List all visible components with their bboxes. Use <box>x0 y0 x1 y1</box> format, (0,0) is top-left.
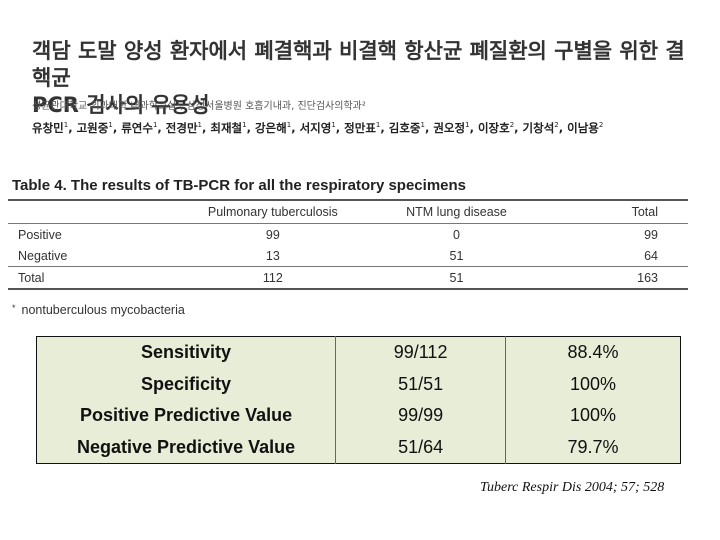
stat-fraction: 51/51 <box>335 368 507 400</box>
author-name: 유창민 <box>32 121 64 135</box>
paper-title: 객담 도말 양성 환자에서 폐결핵과 비결핵 항산균 폐질환의 구별을 위한 결… <box>32 38 702 119</box>
stats-row: Specificity 51/51 100% <box>36 368 681 400</box>
stat-fraction: 99/99 <box>335 399 507 432</box>
footnote-text: nontuberculous mycobacteria <box>21 303 185 317</box>
table-row: Total 112 51 163 <box>8 266 688 289</box>
column-header: Pulmonary tuberculosis <box>207 205 338 219</box>
paper-title-line2: PCR 검사의 유용성 <box>32 93 210 117</box>
author-name: 정만표 <box>344 121 376 135</box>
author-name: 권오정 <box>433 121 466 135</box>
stat-fraction: 51/64 <box>335 431 507 464</box>
row-label: Total <box>18 270 45 285</box>
cell-tb: 13 <box>265 248 280 263</box>
author-affiliation-mark: 2 <box>598 121 604 130</box>
cell-tb: 99 <box>265 227 280 242</box>
cell-tb: 112 <box>262 270 283 285</box>
table-header-row: Pulmonary tuberculosis NTM lung disease … <box>8 200 688 224</box>
cell-ntm: 0 <box>453 227 460 242</box>
column-header: NTM lung disease <box>406 205 507 219</box>
stat-fraction: 99/112 <box>335 336 507 369</box>
stats-row: Sensitivity 99/112 88.4% <box>36 336 681 369</box>
table-row: Negative 13 51 64 <box>8 245 688 267</box>
author-affiliation-mark: 1 <box>63 121 69 130</box>
author-name: 최재철 <box>210 121 243 135</box>
affiliation: 성균관대학교 의과대학 내과학교실¹, 삼성서울병원 호흡기내과, 진단검사의학… <box>32 101 366 112</box>
author-list: 유창민1, 고원중1, 류연수1, 전경만1, 최재철1, 강은해1, 서지영1… <box>32 121 604 135</box>
citation: Tuberc Respir Dis 2004; 57; 528 <box>480 480 665 495</box>
row-label: Negative <box>18 248 68 263</box>
cell-total: 99 <box>644 227 658 242</box>
footnote-mark: * <box>12 303 16 313</box>
results-table: Pulmonary tuberculosis NTM lung disease … <box>8 199 688 290</box>
author-affiliation-mark: 1 <box>286 121 292 130</box>
author-affiliation-mark: 1 <box>152 121 158 130</box>
stat-label: Positive Predictive Value <box>36 399 337 432</box>
author-name: 기창석 <box>522 121 555 135</box>
author-affiliation-mark: 1 <box>108 121 113 130</box>
author-affiliation-mark: 1 <box>420 121 425 130</box>
author-name: 이남용 <box>567 121 599 135</box>
row-label: Positive <box>18 227 62 242</box>
column-header: Total <box>631 205 658 219</box>
stat-label: Negative Predictive Value <box>36 431 337 464</box>
author-affiliation-mark: 1 <box>242 121 247 130</box>
author-name: 전경만 <box>165 121 198 135</box>
table-caption: Table 4. The results of TB-PCR for all t… <box>12 177 467 194</box>
stat-percent: 100% <box>570 373 617 394</box>
author-affiliation-mark: 1 <box>197 121 202 130</box>
author-affiliation-mark: 1 <box>465 121 470 130</box>
author-affiliation-mark: 2 <box>554 121 559 130</box>
author-name: 이장호 <box>477 121 510 135</box>
column-header <box>8 200 169 224</box>
table-row: Positive 99 0 99 <box>8 224 688 246</box>
stat-percent: 79.7% <box>567 436 619 457</box>
cell-total: 163 <box>637 270 658 285</box>
stats-row: Negative Predictive Value 51/64 79.7% <box>36 431 681 464</box>
stat-percent: 88.4% <box>567 342 619 363</box>
author-name: 류연수 <box>121 121 153 135</box>
author-name: 고원중 <box>76 121 109 135</box>
author-affiliation-mark: 2 <box>509 121 515 130</box>
author-name: 강은해 <box>254 121 287 135</box>
cell-ntm: 51 <box>449 248 464 263</box>
cell-total: 64 <box>644 248 658 263</box>
table-footnote: * nontuberculous mycobacteria <box>12 303 185 317</box>
diagnostic-stats-table: Sensitivity 99/112 88.4% Specificity 51/… <box>36 336 681 464</box>
author-affiliation-mark: 1 <box>331 121 336 130</box>
author-name: 서지영 <box>299 121 332 135</box>
stat-label: Specificity <box>36 368 337 400</box>
stats-row: Positive Predictive Value 99/99 100% <box>36 399 681 432</box>
author-affiliation-mark: 1 <box>375 121 381 130</box>
cell-ntm: 51 <box>449 270 464 285</box>
stat-percent: 100% <box>570 405 617 426</box>
author-name: 김호중 <box>388 121 421 135</box>
paper-title-line1: 객담 도말 양성 환자에서 폐결핵과 비결핵 항산균 폐질환의 구별을 위한 결… <box>32 39 685 90</box>
stat-label: Sensitivity <box>36 336 337 369</box>
